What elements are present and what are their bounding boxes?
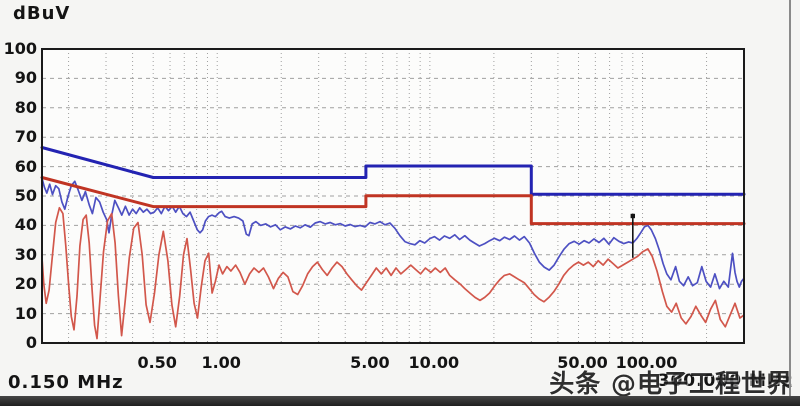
x-tick-label: 1.00 [201, 353, 241, 372]
y-tick-label: 40 [14, 215, 37, 235]
y-axis-unit-label: dBuV [13, 3, 71, 24]
y-tick-label: 20 [14, 274, 37, 294]
frame-right-edge-line [789, 0, 791, 397]
y-tick-label: 0 [25, 333, 37, 352]
y-tick-label: 100 [3, 39, 37, 58]
x-tick-label: 0.50 [137, 353, 177, 372]
y-tick-label: 80 [14, 97, 37, 117]
average-limit-line [40, 176, 746, 226]
watermark-text: 头条 @电子工程世界 [549, 369, 793, 398]
x-tick-label: 50.00 [557, 353, 608, 372]
x-axis-stop-frequency-label: 300.000 MHz [657, 371, 793, 391]
x-tick-label: 100.00 [615, 353, 678, 372]
y-tick-label: 10 [14, 303, 37, 323]
x-tick-label: 5.00 [350, 353, 390, 372]
average-trace-polyline [41, 206, 745, 340]
x-tick-label: 10.00 [408, 353, 460, 372]
peak-marker-dot [630, 213, 636, 219]
y-tick-label: 90 [14, 68, 37, 88]
y-tick-label: 70 [14, 127, 37, 147]
bottom-dark-bar [0, 396, 800, 406]
y-tick-label: 60 [14, 156, 37, 176]
plot-border [41, 48, 745, 344]
y-tick-label: 50 [14, 186, 37, 205]
quasi-peak-trace-polyline [41, 177, 745, 290]
x-axis-start-frequency-label: 0.150 MHz [8, 372, 124, 393]
y-tick-label: 30 [14, 244, 37, 264]
